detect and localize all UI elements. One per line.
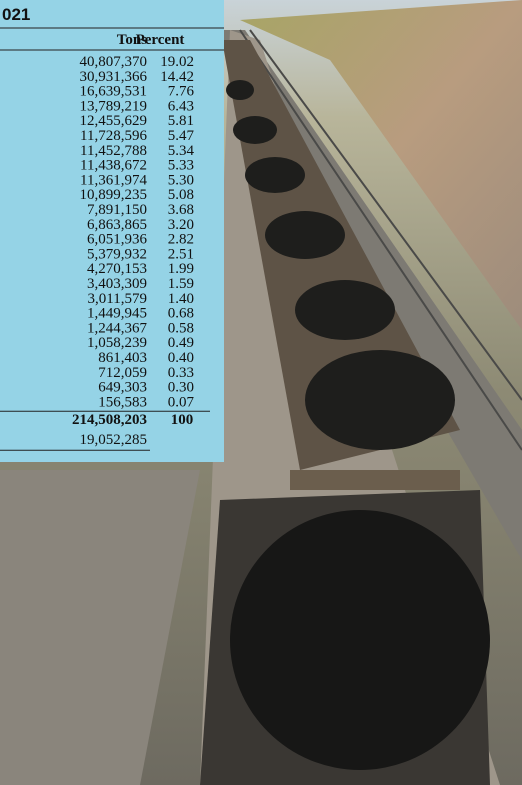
tons-cell: 6,863,865 — [87, 217, 147, 233]
total-percent: 100 — [171, 412, 194, 428]
tons-cell: 712,059 — [98, 365, 147, 381]
percent-cell: 1.40 — [168, 291, 194, 307]
tons-cell: 13,789,219 — [80, 98, 148, 114]
percent-cell: 0.49 — [168, 335, 194, 351]
percent-cell: 0.30 — [168, 380, 194, 396]
percent-cell: 7.76 — [168, 84, 195, 100]
percent-cell: 1.59 — [168, 276, 194, 292]
percent-cell: 3.68 — [168, 202, 194, 218]
percent-cell: 0.40 — [168, 350, 194, 366]
percent-cell: 3.20 — [168, 217, 194, 233]
percent-cell: 1.99 — [168, 261, 194, 277]
tons-cell: 12,455,629 — [80, 113, 148, 129]
total-tons: 214,508,203 — [72, 412, 147, 428]
tons-cell: 156,583 — [98, 394, 147, 410]
percent-cell: 5.34 — [168, 143, 195, 159]
tons-cell: 3,403,309 — [87, 276, 147, 292]
tons-cell: 1,244,367 — [87, 320, 148, 336]
tons-cell: 7,891,150 — [87, 202, 147, 218]
tons-cell: 10,899,235 — [80, 187, 148, 203]
tons-cell: 6,051,936 — [87, 232, 148, 248]
percent-cell: 5.33 — [168, 158, 194, 174]
tons-cell: 3,011,579 — [88, 291, 147, 307]
tons-cell: 861,403 — [98, 350, 147, 366]
percent-cell: 5.30 — [168, 172, 194, 188]
tons-cell: 5,379,932 — [87, 246, 147, 262]
percent-cell: 6.43 — [168, 98, 194, 114]
tons-cell: 649,303 — [98, 380, 147, 396]
percent-cell: 5.81 — [168, 113, 194, 129]
column-header: Percent — [136, 32, 185, 48]
table-panel: 021 — [0, 0, 224, 462]
percent-cell: 5.08 — [168, 187, 194, 203]
table-title: 021 — [2, 5, 30, 24]
percent-cell: 0.33 — [168, 365, 194, 381]
percent-cell: 0.07 — [168, 394, 195, 410]
tons-cell: 11,728,596 — [80, 128, 147, 144]
percent-cell: 0.68 — [168, 306, 194, 322]
percent-cell: 0.58 — [168, 320, 194, 336]
tons-cell: 11,361,974 — [80, 172, 147, 188]
percent-cell: 2.82 — [168, 232, 194, 248]
tons-cell: 4,270,153 — [87, 261, 147, 277]
tons-cell: 11,452,788 — [80, 143, 147, 159]
footer-tons: 19,052,285 — [80, 432, 148, 448]
percent-cell: 2.51 — [168, 246, 194, 262]
panel-background — [0, 0, 224, 462]
tons-cell: 16,639,531 — [80, 84, 148, 100]
tons-cell: 11,438,672 — [80, 158, 147, 174]
tons-cell: 40,807,370 — [80, 54, 148, 70]
column-header: Tons — [117, 32, 147, 48]
tons-cell: 1,058,239 — [87, 335, 147, 351]
percent-cell: 14.42 — [160, 69, 194, 85]
tons-cell: 30,931,366 — [80, 69, 148, 85]
tons-cell: 1,449,945 — [87, 306, 147, 322]
percent-cell: 19.02 — [160, 54, 194, 70]
percent-cell: 5.47 — [168, 128, 195, 144]
